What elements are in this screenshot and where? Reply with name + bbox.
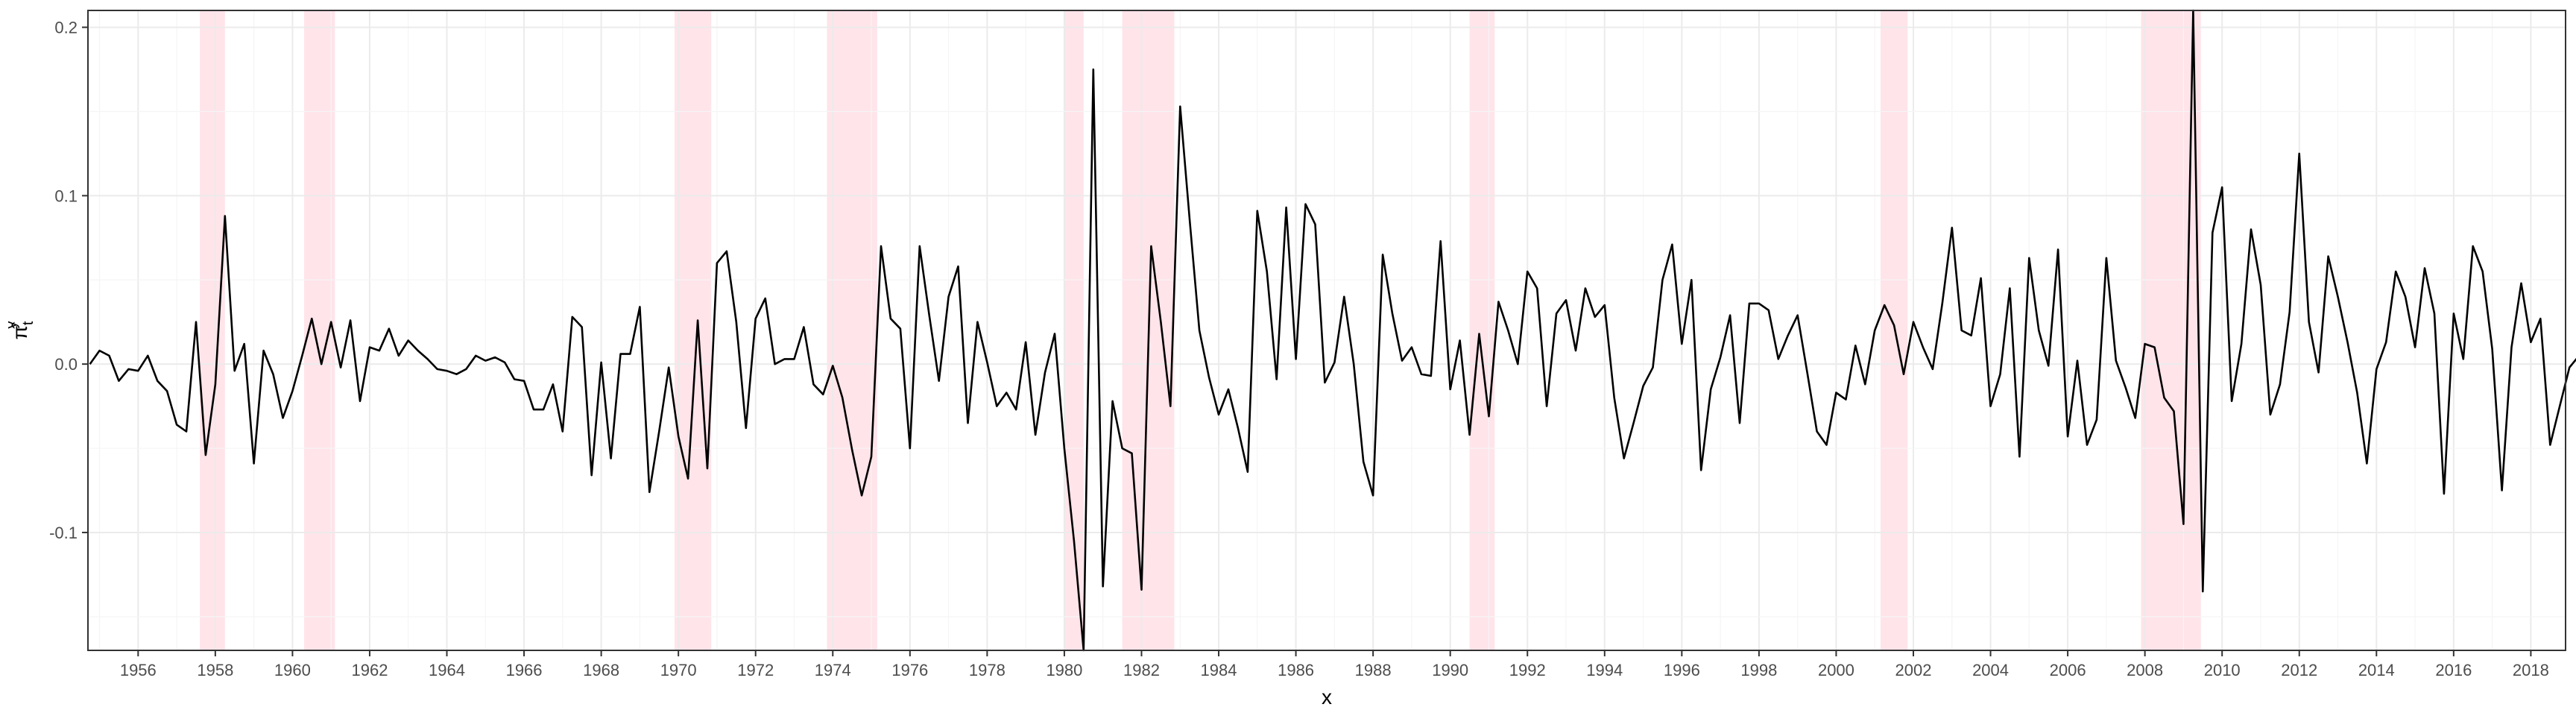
x-tick-label: 1964 (429, 661, 465, 679)
x-tick-label: 2012 (2281, 661, 2317, 679)
x-tick-label: 1962 (351, 661, 388, 679)
x-tick-label: 2008 (2127, 661, 2163, 679)
recession-shading (200, 10, 2201, 650)
x-tick-label: 1968 (583, 661, 619, 679)
recession-band (827, 10, 877, 650)
grid-lines (88, 10, 2566, 650)
x-tick-label: 1996 (1664, 661, 1700, 679)
x-tick-label: 1982 (1123, 661, 1160, 679)
x-tick-label: 1988 (1355, 661, 1392, 679)
x-tick-label: 1998 (1740, 661, 1777, 679)
x-tick-label: 2002 (1895, 661, 1932, 679)
y-tick-label: 0.0 (54, 355, 78, 374)
panel-border (87, 10, 2566, 651)
y-axis-title-subscript: t (20, 321, 37, 325)
x-tick-label: 2014 (2358, 661, 2395, 679)
x-tick-label: 1984 (1201, 661, 1237, 679)
x-tick-label: 1972 (737, 661, 774, 679)
x-tick-label: 2018 (2513, 661, 2549, 679)
x-tick-label: 2006 (2050, 661, 2086, 679)
x-tick-label: 2010 (2204, 661, 2241, 679)
x-tick-label: 1976 (891, 661, 928, 679)
x-tick-label: 1958 (197, 661, 233, 679)
x-tick-label: 2016 (2435, 661, 2472, 679)
recession-band (1880, 10, 1908, 650)
x-tick-label: 1970 (660, 661, 697, 679)
y-tick-label: 0.1 (54, 186, 78, 205)
y-tick-label: -0.1 (49, 524, 78, 542)
x-tick-label: 1994 (1586, 661, 1623, 679)
recession-band (200, 10, 225, 650)
y-axis-title-superscript: y (4, 321, 20, 329)
y-tick-label: 0.2 (54, 19, 78, 37)
y-axis: -0.1 0.0 0.1 0.2 (49, 19, 88, 542)
series-layer (89, 9, 2576, 652)
x-tick-label: 2000 (1818, 661, 1854, 679)
recession-band (1064, 10, 1084, 650)
x-tick-label: 1960 (274, 661, 311, 679)
series-line (89, 9, 2576, 652)
x-tick-label: 2004 (1972, 661, 2009, 679)
x-tick-label: 1980 (1046, 661, 1082, 679)
x-axis-title: x (1322, 685, 1332, 709)
recession-band (1469, 10, 1495, 650)
x-tick-label: 1966 (506, 661, 543, 679)
x-tick-label: 1974 (815, 661, 851, 679)
recession-band (674, 10, 712, 650)
x-tick-label: 1956 (120, 661, 157, 679)
x-tick-label: 1978 (969, 661, 1006, 679)
y-axis-title: π̂ty (4, 321, 37, 339)
x-tick-label: 1990 (1432, 661, 1468, 679)
x-axis: 1956 1958 1960 1962 1964 1966 1968 1970 1972 1974… (120, 650, 2549, 679)
x-tick-label: 1992 (1509, 661, 1546, 679)
x-tick-label: 1986 (1278, 661, 1314, 679)
